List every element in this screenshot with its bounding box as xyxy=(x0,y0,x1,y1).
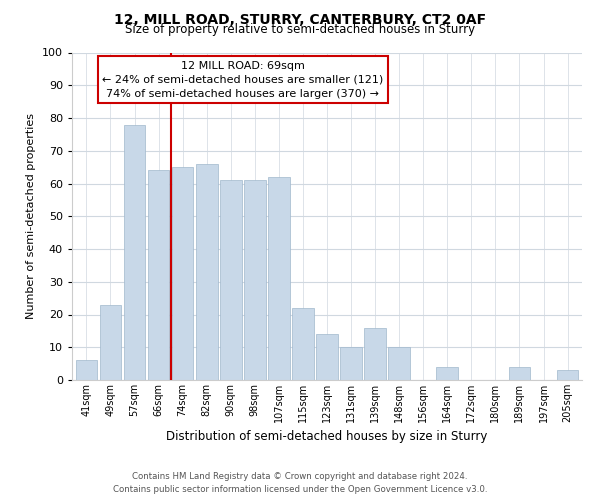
Bar xyxy=(196,164,218,380)
Text: 12, MILL ROAD, STURRY, CANTERBURY, CT2 0AF: 12, MILL ROAD, STURRY, CANTERBURY, CT2 0… xyxy=(114,12,486,26)
Bar xyxy=(148,170,169,380)
Bar xyxy=(340,347,362,380)
Bar xyxy=(124,124,145,380)
Bar xyxy=(268,177,290,380)
Text: Contains HM Land Registry data © Crown copyright and database right 2024.
Contai: Contains HM Land Registry data © Crown c… xyxy=(113,472,487,494)
Bar xyxy=(292,308,314,380)
Bar xyxy=(388,347,410,380)
Bar xyxy=(436,367,458,380)
Bar xyxy=(557,370,578,380)
Y-axis label: Number of semi-detached properties: Number of semi-detached properties xyxy=(26,114,37,320)
Bar xyxy=(316,334,338,380)
Bar xyxy=(100,304,121,380)
X-axis label: Distribution of semi-detached houses by size in Sturry: Distribution of semi-detached houses by … xyxy=(166,430,488,444)
Text: 12 MILL ROAD: 69sqm
← 24% of semi-detached houses are smaller (121)
74% of semi-: 12 MILL ROAD: 69sqm ← 24% of semi-detach… xyxy=(102,60,383,98)
Bar xyxy=(76,360,97,380)
Bar xyxy=(509,367,530,380)
Bar xyxy=(244,180,266,380)
Bar xyxy=(172,167,193,380)
Bar xyxy=(364,328,386,380)
Bar xyxy=(220,180,242,380)
Text: Size of property relative to semi-detached houses in Sturry: Size of property relative to semi-detach… xyxy=(125,24,475,36)
